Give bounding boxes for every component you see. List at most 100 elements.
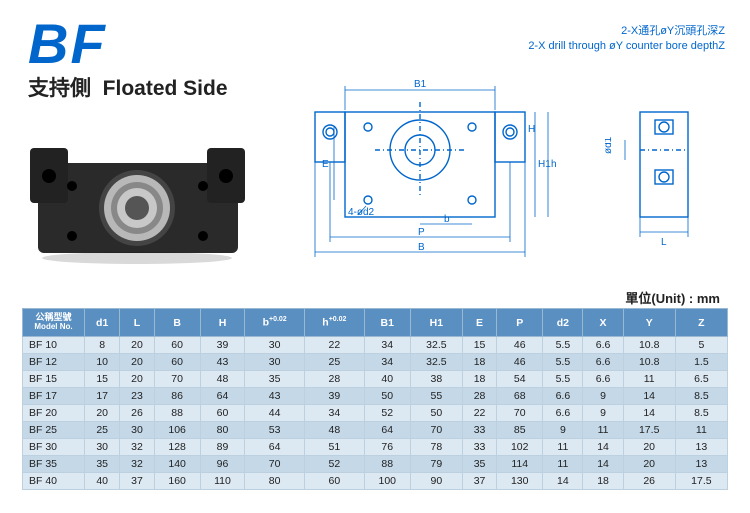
cell: 17.5 <box>623 422 675 439</box>
cell: 23 <box>120 388 154 405</box>
cell: 11 <box>543 439 583 456</box>
cell: 70 <box>410 422 462 439</box>
cell: 15 <box>462 337 496 354</box>
cell: 20 <box>120 371 154 388</box>
cell: 28 <box>462 388 496 405</box>
table-row: BF 121020604330253432.518465.56.610.81.5 <box>23 354 728 371</box>
cell: 9 <box>543 422 583 439</box>
cell: 33 <box>462 439 496 456</box>
dim-E: E <box>322 159 329 170</box>
cell: 13 <box>675 456 727 473</box>
cell: 11 <box>583 422 623 439</box>
col-E: E <box>462 309 496 337</box>
cell: 88 <box>154 405 200 422</box>
cell: 64 <box>200 388 245 405</box>
product-photo <box>30 108 245 278</box>
table-row: BF 17172386644339505528686.69148.5 <box>23 388 728 405</box>
product-code: BF <box>28 20 228 68</box>
cell: 37 <box>462 473 496 490</box>
cell: 14 <box>623 388 675 405</box>
cell: 64 <box>245 439 305 456</box>
cell: 5.5 <box>543 337 583 354</box>
dim-d2-note: 4-ød2 <box>348 207 375 218</box>
cell: 8.5 <box>675 388 727 405</box>
cell: 32 <box>120 439 154 456</box>
col-B: B <box>154 309 200 337</box>
cell: 35 <box>85 456 120 473</box>
cell: 80 <box>200 422 245 439</box>
cell: 5.5 <box>543 371 583 388</box>
cell: 46 <box>497 354 543 371</box>
cell: 6.6 <box>543 405 583 422</box>
cell: 11 <box>543 456 583 473</box>
table-header-row: 公稱型號Model No.d1LBHb+0.02h+0.02B1H1EPd2XY… <box>23 309 728 337</box>
col-P: P <box>497 309 543 337</box>
cell: 51 <box>304 439 364 456</box>
cell: 46 <box>497 337 543 354</box>
cell: 14 <box>543 473 583 490</box>
cell: 60 <box>200 405 245 422</box>
header: BF 支持側 Floated Side <box>28 20 228 102</box>
table-row: BF 15152070483528403818545.56.6116.5 <box>23 371 728 388</box>
cell: 20 <box>85 405 120 422</box>
table-row: BF 10820603930223432.515465.56.610.85 <box>23 337 728 354</box>
cell: 25 <box>85 422 120 439</box>
cell: 44 <box>245 405 305 422</box>
product-subtitle: 支持側 Floated Side <box>28 72 228 102</box>
cell: BF 30 <box>23 439 85 456</box>
cell: 1.5 <box>675 354 727 371</box>
cell: 78 <box>410 439 462 456</box>
dim-P: P <box>418 227 425 238</box>
cell: 20 <box>623 439 675 456</box>
cell: 32 <box>120 456 154 473</box>
col-b: b+0.02 <box>245 309 305 337</box>
cell: 48 <box>304 422 364 439</box>
cell: 50 <box>364 388 410 405</box>
cell: 34 <box>304 405 364 422</box>
cell: 22 <box>462 405 496 422</box>
cell: 20 <box>120 354 154 371</box>
cell: 17 <box>85 388 120 405</box>
cell: 6.6 <box>543 388 583 405</box>
col-d2: d2 <box>543 309 583 337</box>
cell: 33 <box>462 422 496 439</box>
cell: 50 <box>410 405 462 422</box>
cell: 5 <box>675 337 727 354</box>
cell: 28 <box>304 371 364 388</box>
cell: 102 <box>497 439 543 456</box>
cell: 20 <box>120 337 154 354</box>
spec-table: 公稱型號Model No.d1LBHb+0.02h+0.02B1H1EPd2XY… <box>22 308 728 490</box>
cell: BF 40 <box>23 473 85 490</box>
cell: 18 <box>462 371 496 388</box>
unit-label: 單位(Unit) : mm <box>625 288 720 307</box>
annotation-zh: 2-X通孔øY沉頭孔深Z <box>528 24 725 39</box>
cell: 20 <box>623 456 675 473</box>
cell: 60 <box>154 354 200 371</box>
table-row: BF 4040371601108060100903713014182617.5 <box>23 473 728 490</box>
cell: 53 <box>245 422 305 439</box>
cell: 40 <box>364 371 410 388</box>
cell: 100 <box>364 473 410 490</box>
table-row: BF 2525301068053486470338591117.511 <box>23 422 728 439</box>
cell: BF 10 <box>23 337 85 354</box>
col-X: X <box>583 309 623 337</box>
table-row: BF 20202688604434525022706.69148.5 <box>23 405 728 422</box>
cell: 39 <box>200 337 245 354</box>
dim-L: L <box>661 237 667 248</box>
cell: 15 <box>85 371 120 388</box>
cell: 10.8 <box>623 354 675 371</box>
cell: 70 <box>497 405 543 422</box>
cell: 14 <box>583 439 623 456</box>
cell: BF 20 <box>23 405 85 422</box>
cell: 76 <box>364 439 410 456</box>
table-body: BF 10820603930223432.515465.56.610.85BF … <box>23 337 728 490</box>
dim-b: b <box>444 214 450 225</box>
cell: 52 <box>304 456 364 473</box>
cell: 35 <box>462 456 496 473</box>
col-d1: d1 <box>85 309 120 337</box>
col-h: h+0.02 <box>304 309 364 337</box>
cell: 86 <box>154 388 200 405</box>
col-L: L <box>120 309 154 337</box>
cell: 14 <box>583 456 623 473</box>
col-Y: Y <box>623 309 675 337</box>
